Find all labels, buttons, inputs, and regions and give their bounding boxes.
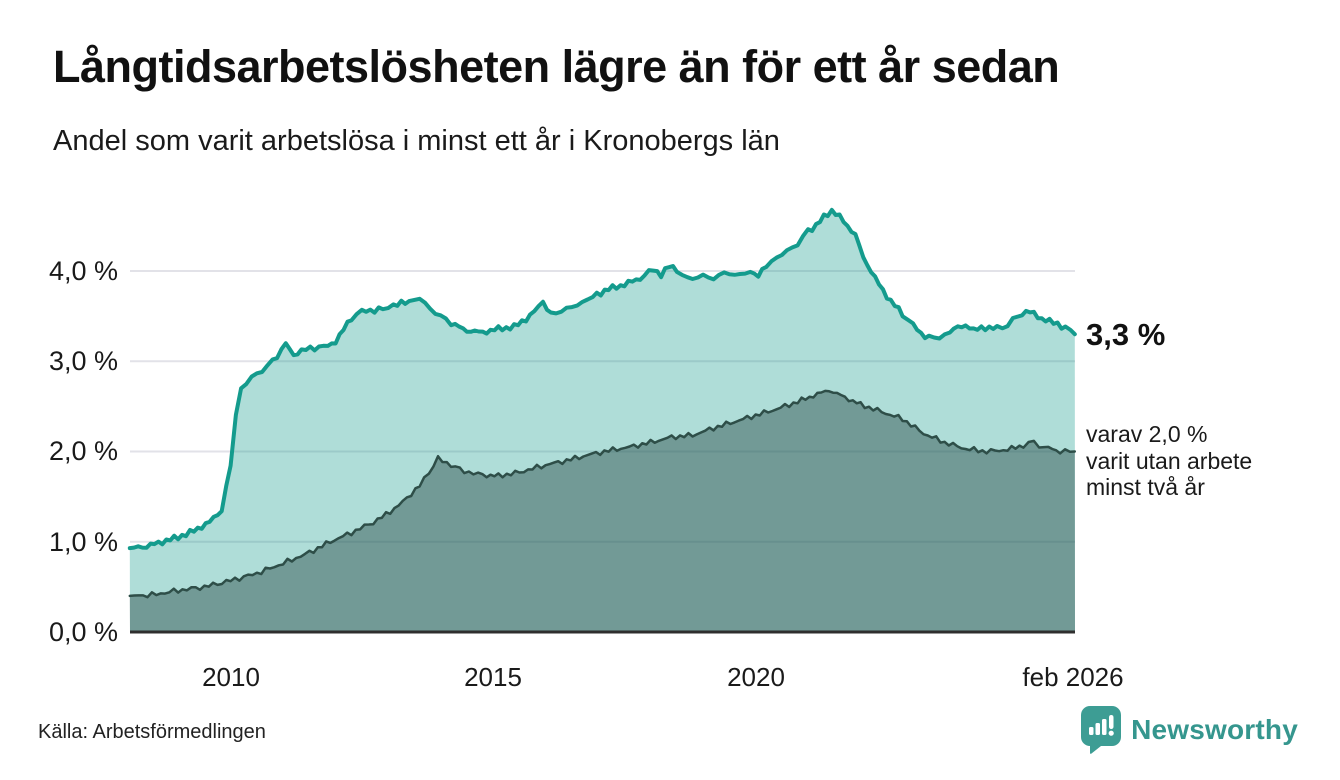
latest-value-label: 3,3 % (1086, 317, 1166, 352)
page-subtitle: Andel som varit arbetslösa i minst ett å… (53, 125, 780, 157)
source-credit: Källa: Arbetsförmedlingen (38, 721, 266, 743)
page-title: Långtidsarbetslösheten lägre än för ett … (53, 41, 1060, 92)
series-line-one-year (127, 207, 1077, 551)
x-axis-tick-2020: 2020 (727, 662, 785, 692)
x-axis-tick-feb2026: feb 2026 (1022, 662, 1124, 692)
secondary-series-label: varav 2,0 % varit utan arbete minst två … (1086, 421, 1253, 500)
area-fill-one-year (129, 209, 1076, 632)
area-fill-two-years (129, 390, 1076, 632)
y-axis-tick-1: 1,0 % (48, 527, 118, 557)
brand-logo: Newsworthy (1081, 706, 1298, 754)
y-axis-tick-3: 3,0 % (48, 346, 118, 376)
y-axis-tick-2: 2,0 % (48, 436, 118, 466)
y-axis-tick-4: 4,0 % (48, 256, 118, 286)
y-axis-tick-0: 0,0 % (48, 617, 118, 647)
x-axis-tick-2010: 2010 (202, 662, 260, 692)
x-axis-tick-2015: 2015 (464, 662, 522, 692)
brand-name: Newsworthy (1131, 714, 1298, 745)
speech-bubble-bar-chart-icon (1081, 706, 1122, 754)
series-line-two-years (128, 389, 1077, 599)
